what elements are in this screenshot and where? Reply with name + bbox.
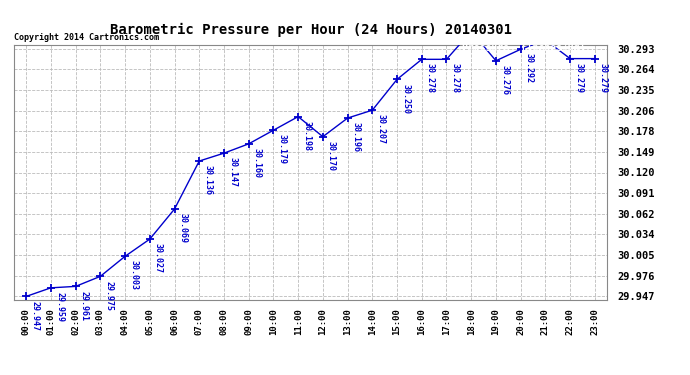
- Text: 30.276: 30.276: [500, 65, 509, 95]
- Text: 30.207: 30.207: [377, 114, 386, 144]
- Text: 30.279: 30.279: [599, 63, 608, 93]
- Text: 30.160: 30.160: [253, 148, 262, 178]
- Text: 29.975: 29.975: [104, 280, 113, 310]
- Text: 30.292: 30.292: [525, 54, 534, 84]
- Text: 30.179: 30.179: [277, 134, 286, 164]
- Text: 30.147: 30.147: [228, 158, 237, 188]
- Text: 29.961: 29.961: [80, 291, 89, 321]
- Text: 30.317: 30.317: [0, 374, 1, 375]
- Text: Copyright 2014 Cartronics.com: Copyright 2014 Cartronics.com: [14, 33, 159, 42]
- Text: 30.198: 30.198: [302, 121, 311, 151]
- Text: 30.170: 30.170: [327, 141, 336, 171]
- Text: 30.069: 30.069: [179, 213, 188, 243]
- Text: 29.959: 29.959: [55, 292, 64, 322]
- Text: 29.947: 29.947: [30, 301, 39, 331]
- Text: 30.136: 30.136: [204, 165, 213, 195]
- Text: 30.250: 30.250: [401, 84, 410, 114]
- Text: 30.305: 30.305: [0, 374, 1, 375]
- Text: 30.278: 30.278: [451, 63, 460, 93]
- Text: 30.003: 30.003: [129, 261, 138, 291]
- Text: 30.027: 30.027: [154, 243, 163, 273]
- Text: 30.278: 30.278: [426, 63, 435, 93]
- Title: Barometric Pressure per Hour (24 Hours) 20140301: Barometric Pressure per Hour (24 Hours) …: [110, 23, 511, 38]
- Text: 30.196: 30.196: [352, 122, 361, 152]
- Text: 30.279: 30.279: [574, 63, 583, 93]
